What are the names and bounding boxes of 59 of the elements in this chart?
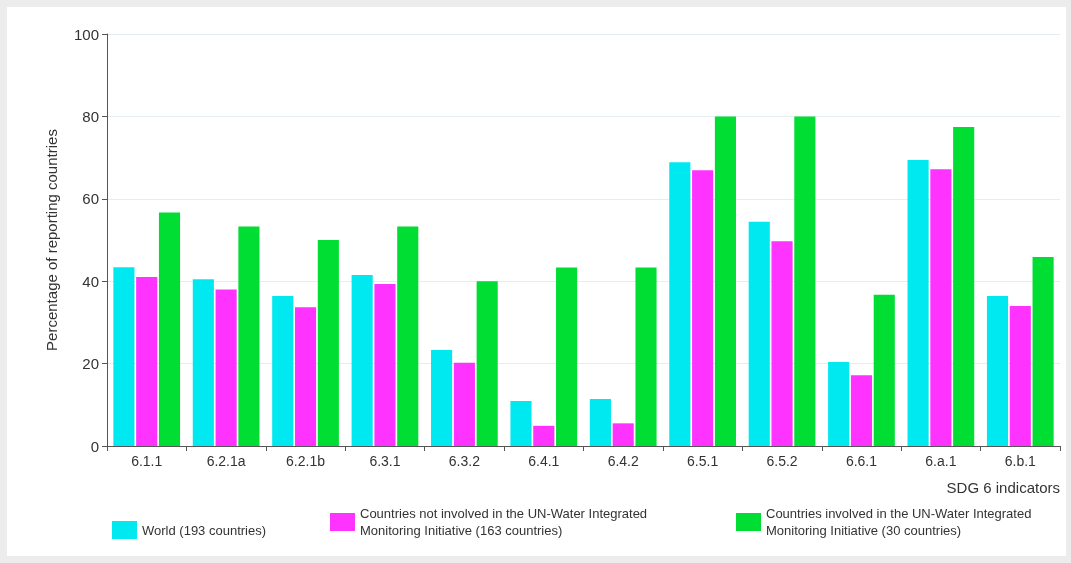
bar <box>294 307 317 446</box>
bar <box>873 294 895 446</box>
x-axis-title: SDG 6 indicators <box>946 479 1060 496</box>
bar <box>714 116 736 446</box>
y-axis-title: Percentage of reporting countries <box>43 129 60 351</box>
x-tick-label: 6.4.1 <box>528 453 560 469</box>
bar <box>136 277 158 446</box>
legend-label: Countries not involved in the UN-Water Integrated Monitoring Initiative (163 countries) <box>360 506 648 538</box>
bar <box>510 401 532 446</box>
bar <box>986 296 1009 446</box>
x-tick-label: 6.a.1 <box>925 453 957 469</box>
bar <box>771 241 793 446</box>
bar <box>692 170 714 446</box>
y-tick-label: 0 <box>90 437 99 455</box>
bar <box>635 267 657 446</box>
bar <box>113 267 135 446</box>
bar <box>238 226 260 446</box>
bar <box>158 212 181 446</box>
bar <box>351 275 373 446</box>
x-tick-label: 6.5.1 <box>687 453 719 469</box>
x-tick-label: 6.5.2 <box>766 453 798 469</box>
y-tick-label: 100 <box>73 25 99 43</box>
x-tick-label: 6.3.2 <box>448 453 481 469</box>
bar <box>374 284 396 446</box>
legend-label: Countries involved in the UN-Water Integrated Monitoring Initiative (30 countries) <box>766 506 1032 538</box>
bar <box>612 423 634 446</box>
bar <box>669 162 691 446</box>
bar <box>272 296 294 446</box>
x-tick-label: 6.b.1 <box>1004 453 1037 469</box>
bar <box>215 289 237 446</box>
bar <box>556 267 578 446</box>
y-tick-label: 80 <box>82 107 99 125</box>
bar <box>589 399 611 446</box>
bar <box>1009 305 1031 446</box>
y-tick-label: 60 <box>82 190 99 208</box>
bar <box>828 361 850 446</box>
bar <box>794 116 816 446</box>
bar <box>930 169 952 446</box>
x-tick-label: 6.3.1 <box>369 453 401 469</box>
x-tick-label: 6.2.1a <box>206 453 246 469</box>
bar <box>850 375 873 446</box>
bar <box>953 127 975 446</box>
bar <box>1032 256 1054 446</box>
y-tick-label: 40 <box>82 272 99 290</box>
x-tick-label: 6.2.1b <box>286 453 326 469</box>
bar <box>476 281 498 446</box>
x-tick-label: 6.6.1 <box>845 453 878 469</box>
bar <box>431 350 453 446</box>
bar <box>317 240 339 446</box>
bar <box>397 226 419 446</box>
y-tick-label: 20 <box>82 355 99 373</box>
x-tick-label: 6.1.1 <box>131 453 163 469</box>
bar <box>453 362 475 446</box>
bar <box>748 221 770 446</box>
bar <box>192 279 214 446</box>
bar <box>533 425 555 446</box>
legend-label: World (193 countries) <box>142 522 267 538</box>
bar <box>907 160 929 446</box>
x-tick-label: 6.4.2 <box>607 453 639 469</box>
